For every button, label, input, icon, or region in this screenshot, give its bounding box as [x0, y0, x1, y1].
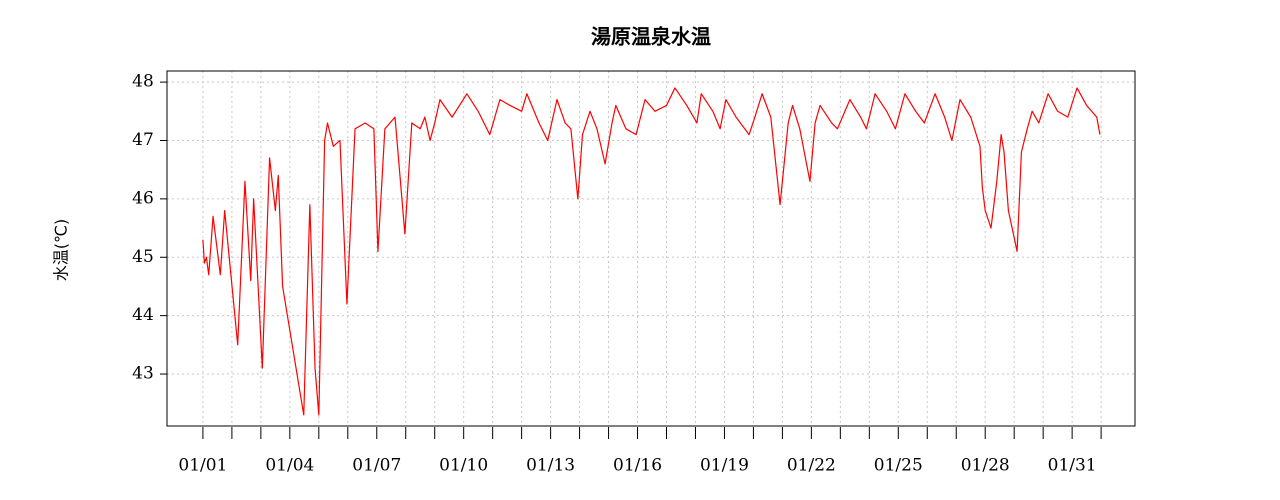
x-tick-label: 01/07: [352, 456, 401, 476]
x-tick-label: 01/28: [961, 456, 1010, 476]
y-tick-label: 47: [132, 130, 154, 150]
y-tick-label: 46: [132, 188, 154, 208]
x-tick-label: 01/16: [613, 456, 662, 476]
y-tick-label: 44: [132, 305, 154, 325]
x-tick-label: 01/10: [439, 456, 488, 476]
plot-frame: [166, 70, 1136, 427]
x-tick-label: 01/25: [874, 456, 923, 476]
y-tick-label: 43: [132, 364, 154, 384]
x-tick-label: 01/13: [526, 456, 575, 476]
y-tick-label: 45: [132, 247, 154, 267]
x-tick-label: 01/22: [787, 456, 836, 476]
y-axis-label: 水温(℃): [52, 219, 71, 281]
line-series: [202, 87, 1101, 416]
chart-title: 湯原温泉水温: [591, 25, 711, 49]
x-tick-label: 01/19: [700, 456, 749, 476]
y-tick-label: 48: [132, 72, 154, 92]
x-tick-label: 01/01: [178, 456, 227, 476]
x-tick-label: 01/31: [1048, 456, 1097, 476]
x-tick-label: 01/04: [265, 456, 314, 476]
